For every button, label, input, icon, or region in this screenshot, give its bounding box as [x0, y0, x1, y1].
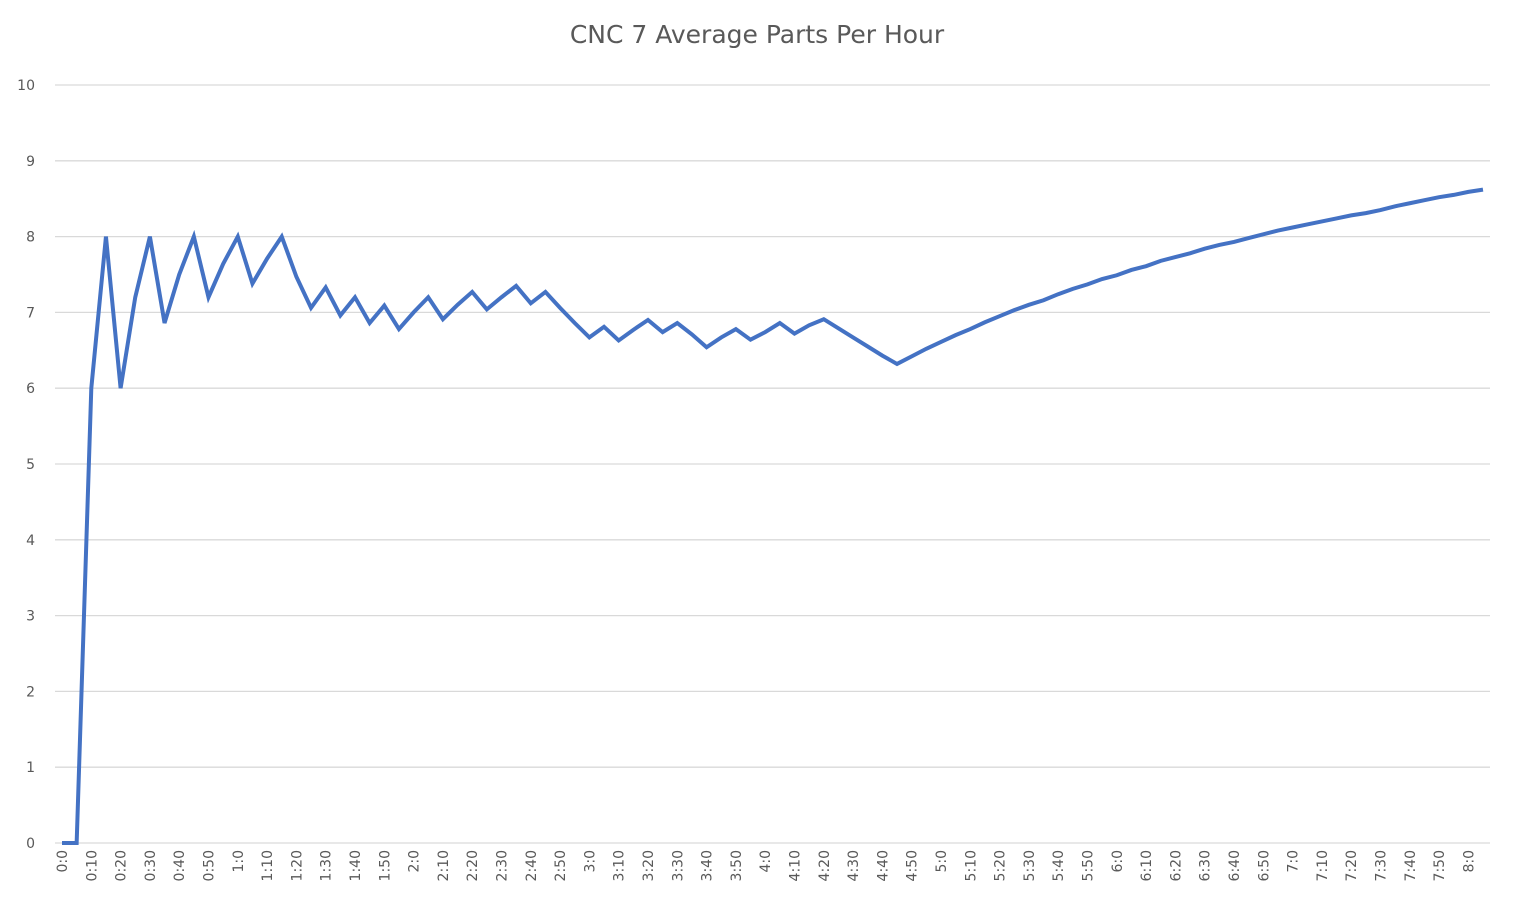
y-tick-label-4: 4 [26, 533, 35, 549]
x-tick-label: 5:30 [1022, 850, 1038, 881]
x-tick-label: 4:10 [787, 850, 803, 881]
y-tick-label-1: 1 [26, 760, 35, 776]
x-tick-label: 6:50 [1256, 850, 1272, 881]
y-tick-label-9: 9 [26, 154, 35, 170]
y-tick-label-7: 7 [26, 305, 35, 321]
x-tick-label: 4:20 [817, 850, 833, 881]
x-tick-label: 0:40 [172, 850, 188, 881]
x-tick-label: 2:40 [524, 850, 540, 881]
x-tick-label: 1:50 [377, 850, 393, 881]
y-tick-label-5: 5 [26, 457, 35, 473]
x-tick-label: 5:40 [1051, 850, 1067, 881]
x-tick-label: 0:30 [143, 850, 159, 881]
x-tick-label: 0:50 [201, 850, 217, 881]
x-tick-label: 3:20 [641, 850, 657, 881]
x-tick-label: 2:0 [407, 850, 423, 873]
x-tick-label: 5:10 [963, 850, 979, 881]
x-tick-label: 1:20 [289, 850, 305, 881]
x-tick-label: 2:30 [494, 850, 510, 881]
x-tick-label: 3:0 [582, 850, 598, 873]
x-tick-label: 2:20 [465, 850, 481, 881]
x-tick-label: 5:0 [934, 850, 950, 873]
x-tick-label: 0:10 [84, 850, 100, 881]
y-tick-label-10: 10 [17, 78, 35, 94]
x-tick-label: 5:50 [1080, 850, 1096, 881]
x-tick-label: 6:0 [1110, 850, 1126, 873]
x-tick-label: 6:10 [1139, 850, 1155, 881]
x-tick-label: 0:20 [114, 850, 130, 881]
y-tick-label-3: 3 [26, 609, 35, 625]
x-tick-label: 3:10 [612, 850, 628, 881]
x-tick-label: 0:0 [55, 850, 71, 873]
x-tick-label: 7:20 [1344, 850, 1360, 881]
x-tick-label: 1:30 [319, 850, 335, 881]
y-tick-label-0: 0 [26, 836, 35, 852]
series-line-0 [62, 187, 1484, 845]
x-tick-label: 1:0 [231, 850, 247, 873]
x-tick-label: 8:0 [1461, 850, 1477, 873]
x-tick-label: 6:30 [1198, 850, 1214, 881]
x-tick-label: 2:10 [436, 850, 452, 881]
x-tick-label: 3:30 [670, 850, 686, 881]
x-tick-label: 7:0 [1286, 850, 1302, 873]
x-tick-label: 2:50 [553, 850, 569, 881]
x-tick-label: 4:30 [846, 850, 862, 881]
x-tick-label: 7:50 [1432, 850, 1448, 881]
x-tick-label: 7:30 [1373, 850, 1389, 881]
y-tick-label-6: 6 [26, 381, 35, 397]
x-tick-label: 4:40 [875, 850, 891, 881]
x-tick-label: 6:20 [1168, 850, 1184, 881]
x-tick-label: 1:40 [348, 850, 364, 881]
x-tick-label: 7:40 [1403, 850, 1419, 881]
x-tick-label: 5:20 [993, 850, 1009, 881]
x-tick-label: 6:40 [1227, 850, 1243, 881]
y-tick-label-2: 2 [26, 684, 35, 700]
x-tick-label: 1:10 [260, 850, 276, 881]
x-tick-label: 4:50 [905, 850, 921, 881]
x-tick-label: 3:40 [700, 850, 716, 881]
x-tick-label: 4:0 [758, 850, 774, 873]
x-tick-label: 7:10 [1315, 850, 1331, 881]
chart-title: CNC 7 Average Parts Per Hour [569, 20, 945, 49]
y-tick-label-8: 8 [26, 230, 35, 246]
x-tick-label: 3:50 [729, 850, 745, 881]
